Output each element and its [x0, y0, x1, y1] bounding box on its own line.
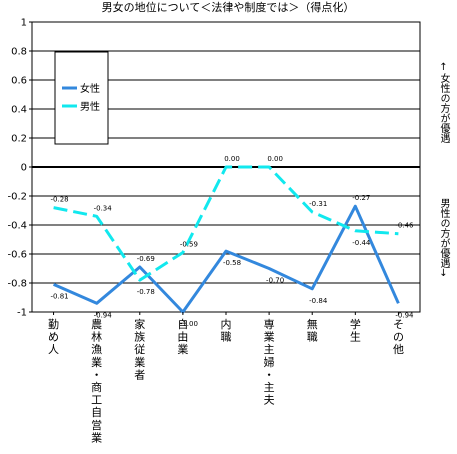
x-tick-label: 家族従業者 — [134, 317, 145, 381]
data-label: -0.94 — [94, 311, 113, 319]
y-tick-label: 0.4 — [11, 105, 27, 116]
x-tick-label: その他 — [393, 318, 404, 356]
x-tick-label: 勤め人 — [48, 318, 59, 356]
y-tick-label: -0.2 — [7, 192, 27, 203]
data-label: -0.59 — [180, 241, 198, 249]
x-tick-label: 無職 — [307, 317, 318, 344]
x-tick-label: 学生 — [350, 317, 361, 344]
y-tick-label: -0.6 — [7, 250, 27, 261]
y-axis-ticks: 1 0.8 0.6 0.4 0.2 0 -0.2 -0.4 -0.6 -0.8 -1 — [7, 18, 32, 319]
chart-title: 男女の地位について＜法律や制度では＞（得点化） — [102, 0, 355, 14]
y-tick-label: -0.4 — [7, 221, 27, 232]
data-label: -0.58 — [223, 259, 241, 267]
data-label: -0.34 — [94, 204, 113, 212]
data-label: -0.28 — [50, 196, 68, 204]
legend-label-female: 女性 — [80, 82, 100, 95]
data-label: -1.00 — [180, 320, 198, 328]
y-tick-label: 0.8 — [11, 47, 27, 58]
data-label: -0.27 — [352, 194, 370, 202]
legend-box — [54, 51, 109, 145]
y-tick-label: 0.2 — [11, 134, 27, 145]
data-label: 0.00 — [224, 155, 240, 163]
y-tick-label: -0.8 — [7, 279, 27, 290]
data-label: -0.69 — [137, 255, 155, 263]
y-tick-label: 0.6 — [11, 76, 27, 87]
legend: 女性 男性 — [54, 51, 109, 145]
x-tick-label: 農林漁業・商工自営業 — [91, 317, 102, 444]
series-lines — [52, 165, 400, 314]
x-tick-label: 専業主婦・主夫 — [264, 318, 275, 407]
x-tick-label: 自由業 — [177, 318, 188, 356]
data-label: -0.94 — [395, 311, 414, 319]
data-label: -0.31 — [309, 200, 327, 208]
annotation-women-favored: ↑女性の方が優遇 — [438, 62, 449, 143]
series-line-female — [52, 204, 400, 314]
data-labels: -0.81 -0.94 -0.69 -1.00 -0.58 -0.70 -0.84 -0.27… — [50, 155, 414, 328]
series-line-male — [53, 165, 399, 282]
y-tick-label: -1 — [17, 308, 27, 319]
data-label: -0.81 — [50, 292, 68, 300]
data-label: -0.78 — [137, 288, 155, 296]
y-tick-label: 0 — [21, 163, 27, 174]
gridlines — [32, 50, 420, 284]
x-tick-label: 内職 — [221, 317, 232, 344]
data-label: -0.84 — [309, 297, 328, 305]
x-axis-labels: 勤め人 農林漁業・商工自営業 家族従業者 自由業 内職 専業主婦・主夫 無職 学生 その他 — [48, 312, 404, 444]
data-label: 0.00 — [267, 155, 283, 163]
data-label: -0.70 — [266, 277, 284, 285]
annotation-men-favored: 男性の方が優遇↓ — [438, 198, 449, 279]
legend-label-male: 男性 — [80, 100, 100, 113]
y-tick-label: 1 — [21, 18, 27, 29]
data-label: -0.46 — [395, 222, 414, 230]
data-label: -0.44 — [352, 239, 371, 247]
